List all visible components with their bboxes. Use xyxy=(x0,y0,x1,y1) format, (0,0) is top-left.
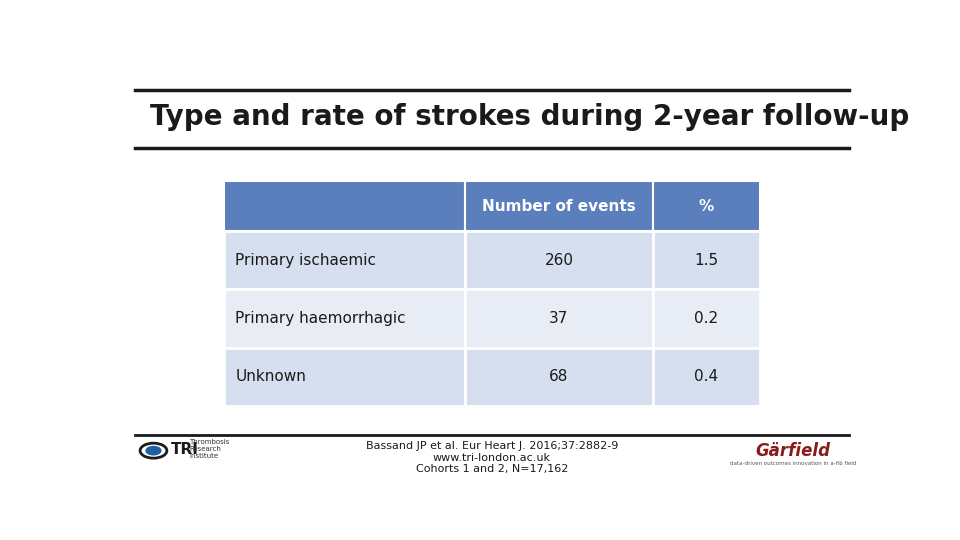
Text: 68: 68 xyxy=(549,369,568,384)
FancyBboxPatch shape xyxy=(466,181,653,231)
FancyBboxPatch shape xyxy=(225,181,466,231)
Text: data-driven outcomes innovation in a-fib field: data-driven outcomes innovation in a-fib… xyxy=(731,462,856,467)
Text: Primary ischaemic: Primary ischaemic xyxy=(235,253,376,268)
Text: Number of events: Number of events xyxy=(482,199,636,214)
FancyBboxPatch shape xyxy=(225,231,466,289)
Text: Unknown: Unknown xyxy=(235,369,306,384)
Text: 260: 260 xyxy=(544,253,573,268)
FancyBboxPatch shape xyxy=(225,348,466,406)
Text: %: % xyxy=(699,199,714,214)
FancyBboxPatch shape xyxy=(466,348,653,406)
Text: Thrombosis
Research
Institute: Thrombosis Research Institute xyxy=(189,440,229,460)
FancyBboxPatch shape xyxy=(653,231,760,289)
Text: TRI: TRI xyxy=(171,442,199,457)
Text: Type and rate of strokes during 2-year follow-up: Type and rate of strokes during 2-year f… xyxy=(150,103,909,131)
Text: 1.5: 1.5 xyxy=(694,253,718,268)
Text: 37: 37 xyxy=(549,311,568,326)
FancyBboxPatch shape xyxy=(466,289,653,348)
Text: Bassand JP et al. Eur Heart J. 2016;37:2882-9
www.tri-london.ac.uk
Cohorts 1 and: Bassand JP et al. Eur Heart J. 2016;37:2… xyxy=(366,441,618,474)
FancyBboxPatch shape xyxy=(653,181,760,231)
Text: 0.4: 0.4 xyxy=(694,369,718,384)
FancyBboxPatch shape xyxy=(653,348,760,406)
Text: 0.2: 0.2 xyxy=(694,311,718,326)
FancyBboxPatch shape xyxy=(466,231,653,289)
Text: Gärfield: Gärfield xyxy=(756,442,830,460)
FancyBboxPatch shape xyxy=(653,289,760,348)
Circle shape xyxy=(146,447,161,455)
Text: Primary haemorrhagic: Primary haemorrhagic xyxy=(235,311,406,326)
FancyBboxPatch shape xyxy=(225,289,466,348)
